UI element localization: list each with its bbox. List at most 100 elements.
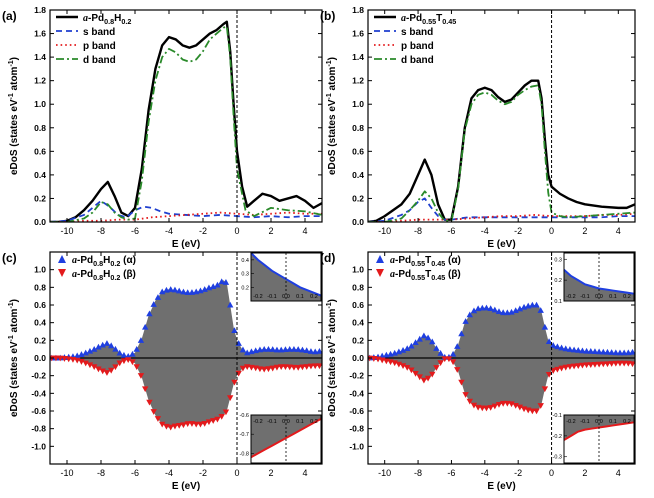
y-tick-label: 1.0: [34, 99, 46, 109]
marker-point: [449, 350, 457, 357]
inset-x-tick-label: 0.0: [595, 294, 603, 300]
marker-point: [433, 345, 440, 351]
marker-point: [570, 363, 578, 370]
x-tick-label: -10: [378, 468, 391, 478]
marker-point: [487, 305, 494, 311]
marker-point: [558, 365, 565, 372]
inset-y-tick-label: -0.1: [553, 413, 562, 419]
marker-point: [620, 349, 628, 356]
marker-point: [616, 349, 624, 356]
marker-point: [575, 363, 582, 369]
legend-label: d band: [401, 55, 434, 66]
marker-point: [154, 416, 162, 422]
x-tick-label: 0: [549, 468, 554, 478]
x-tick-label: -10: [378, 226, 391, 236]
legend-label: a-Pd0.8H0.2 (β): [72, 269, 136, 282]
inset-curve: [563, 268, 635, 295]
inset-x-tick-label: 0.0: [282, 294, 290, 300]
marker-point: [303, 347, 310, 353]
panel-a: -10 -8 -6 -4 -2 0 2 4 0.0 0.2 0.4 0.6 0.8 1.0 1.2 1.4 1.…: [2, 5, 323, 250]
inset-x-tick-label: 0.2: [623, 294, 631, 300]
marker-point: [550, 342, 557, 348]
y-tick-label: 0.8: [34, 123, 46, 133]
marker-point: [562, 364, 569, 371]
marker-point: [307, 348, 315, 354]
marker-point: [282, 364, 289, 371]
marker-point: [412, 370, 419, 377]
marker-point: [103, 340, 111, 346]
marker-point: [210, 283, 217, 290]
marker-point: [150, 409, 157, 415]
marker-point: [416, 374, 423, 381]
marker-point: [316, 363, 322, 370]
marker-point: [420, 377, 428, 384]
y-tick-label: 0.0: [352, 217, 364, 227]
inset-x-tick-label: -0.2: [253, 294, 262, 300]
y-tick-label: -1.0: [31, 441, 46, 451]
x-tick-label: 4: [616, 226, 621, 236]
inset-frame: [563, 414, 635, 464]
marker-point: [462, 318, 469, 324]
y-tick-label: 0.4: [352, 170, 364, 180]
plot-area: [368, 79, 635, 222]
marker-point: [433, 365, 440, 371]
panel-label: (b): [320, 9, 335, 23]
y-tick-label: 0.4: [352, 318, 364, 328]
series-line-d-band: [368, 84, 635, 222]
inset-y-tick-label: -0.2: [553, 434, 562, 440]
inset-x-tick-label: -0.2: [566, 419, 575, 425]
y-tick-label: 1.6: [34, 29, 46, 39]
series-line-p-band: [50, 211, 322, 222]
y-tick-label: 0.4: [34, 318, 46, 328]
marker-point: [312, 348, 319, 355]
marker-point: [483, 405, 490, 412]
x-tick-label: 4: [616, 468, 621, 478]
marker-point: [608, 361, 615, 367]
inset-x-tick-label: 0.0: [282, 419, 290, 425]
legend-marker: [58, 269, 66, 277]
marker-point: [146, 399, 153, 406]
inset-curve: [250, 252, 322, 297]
y-tick-label: 1.0: [352, 265, 364, 275]
marker-point: [395, 361, 403, 368]
plot-area: [50, 20, 322, 222]
marker-point: [133, 345, 140, 352]
y-tick-label: 1.4: [352, 52, 364, 62]
inset-top-right: -0.2 -0.1 0.0 0.1 0.2 0.2 0.3 0.4: [241, 252, 322, 302]
inset-frame: [563, 252, 635, 302]
marker-point: [466, 398, 473, 405]
axes-frame: [367, 9, 636, 223]
marker-point: [295, 364, 302, 371]
legend-label: a-Pd0.8H0.2 (α): [72, 255, 136, 268]
marker-point: [239, 365, 247, 372]
legend-label: p band: [401, 41, 434, 52]
x-tick-label: -2: [514, 226, 522, 236]
marker-point: [595, 348, 603, 355]
marker-point: [587, 362, 594, 368]
inset-top-right: -0.2 -0.1 0.0 0.1 0.2 0.1 0.2 0.3: [554, 252, 635, 305]
x-tick-label: -2: [199, 226, 207, 236]
y-tick-label: 0.8: [352, 282, 364, 292]
marker-point: [612, 360, 620, 367]
marker-point: [120, 351, 128, 358]
inset-x-tick-label: 0.1: [609, 419, 617, 425]
marker-point: [587, 348, 594, 354]
marker-point: [125, 357, 132, 363]
y-tick-label: 0.6: [352, 300, 364, 310]
marker-point: [608, 349, 615, 355]
inset-x-tick-label: 0.1: [296, 294, 304, 300]
marker-point: [445, 356, 453, 363]
y-axis-label: eDoS (states eV-1 atom-1): [326, 57, 338, 175]
marker-point: [290, 345, 298, 352]
inset-bottom-right: -0.2 -0.1 0.0 0.1 0.2 -0.8 -0.7 -0.6: [240, 413, 322, 464]
marker-point: [399, 363, 407, 369]
marker-point: [99, 341, 106, 348]
x-tick-label: -10: [60, 468, 73, 478]
marker-point: [256, 366, 264, 373]
marker-point: [82, 349, 89, 356]
y-tick-label: 1.4: [34, 52, 46, 62]
y-tick-label: -0.4: [31, 388, 46, 398]
y-tick-label: 0.2: [34, 335, 46, 345]
marker-point: [487, 405, 494, 411]
